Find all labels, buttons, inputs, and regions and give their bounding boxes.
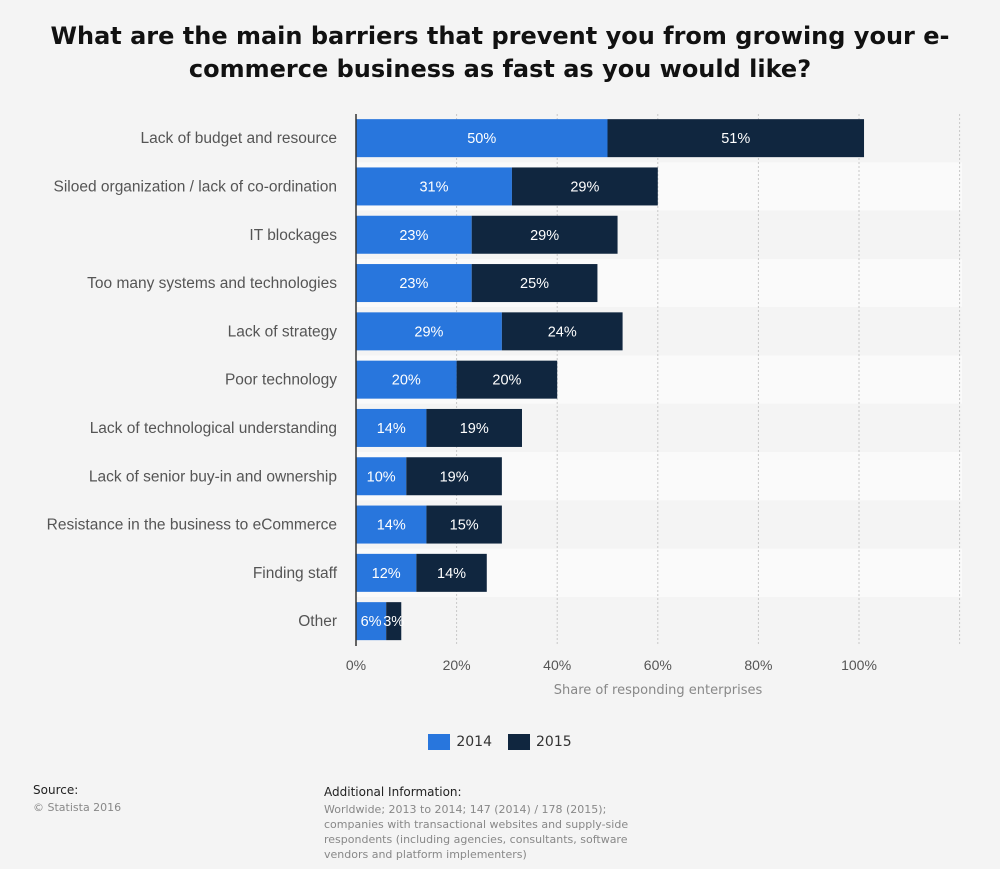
x-tick-label: 20% bbox=[443, 657, 471, 673]
category-label: Lack of budget and resource bbox=[141, 130, 337, 147]
data-label-2015: 24% bbox=[548, 324, 577, 340]
bar-2014 bbox=[356, 602, 387, 641]
x-tick-label: 80% bbox=[744, 657, 772, 673]
data-label-2014: 14% bbox=[377, 518, 406, 534]
data-label-2014: 50% bbox=[467, 131, 496, 147]
bar-2015 bbox=[501, 312, 623, 351]
legend-item-2014[interactable]: 2014 bbox=[428, 734, 492, 750]
category-label: Too many systems and technologies bbox=[87, 275, 337, 292]
data-label-2014: 29% bbox=[414, 324, 443, 340]
bar-2015 bbox=[426, 408, 522, 447]
legend-item-2015[interactable]: 2015 bbox=[508, 734, 572, 750]
data-label-2014: 12% bbox=[372, 566, 401, 582]
legend-label: 2014 bbox=[456, 734, 492, 750]
category-label: Resistance in the business to eCommerce bbox=[47, 517, 337, 534]
legend-swatch bbox=[508, 734, 530, 750]
bar-2014 bbox=[356, 119, 608, 158]
data-label-2015: 19% bbox=[460, 421, 489, 437]
x-tick-label: 0% bbox=[346, 657, 366, 673]
data-label-2015: 15% bbox=[450, 518, 479, 534]
data-label-2015: 20% bbox=[492, 373, 521, 389]
bar-2015 bbox=[471, 215, 618, 254]
category-label: Lack of technological understanding bbox=[90, 420, 337, 437]
bar-2014 bbox=[356, 553, 417, 592]
category-label: Lack of strategy bbox=[228, 323, 338, 340]
bar-2014 bbox=[356, 167, 512, 206]
bar-2014 bbox=[356, 457, 407, 496]
data-label-2014: 23% bbox=[399, 228, 428, 244]
additional-info-text: Worldwide; 2013 to 2014; 147 (2014) / 17… bbox=[324, 803, 629, 861]
bar-2014 bbox=[356, 215, 472, 254]
source-heading: Source: bbox=[33, 783, 79, 797]
row-band bbox=[356, 597, 962, 646]
x-tick-label: 60% bbox=[644, 657, 672, 673]
data-label-2015: 3% bbox=[383, 614, 404, 630]
additional-info-heading: Additional Information: bbox=[324, 785, 462, 799]
data-label-2015: 29% bbox=[570, 179, 599, 195]
x-tick-labels: 0% 20% 40% 60% 80% 100% bbox=[346, 657, 877, 673]
category-label: Lack of senior buy-in and ownership bbox=[89, 468, 337, 485]
category-label: IT blockages bbox=[249, 227, 337, 244]
legend-label: 2015 bbox=[536, 734, 572, 750]
source-text: © Statista 2016 bbox=[33, 801, 122, 814]
data-label-2015: 19% bbox=[440, 469, 469, 485]
bar-2015 bbox=[456, 360, 558, 399]
additional-info-block: Additional Information: Worldwide; 2013 … bbox=[324, 785, 644, 862]
category-label: Poor technology bbox=[225, 372, 337, 389]
bars: 50% 51% 31% 29% 23% 29% 23% 25% 29% 24% 20% 20% 14% 1… bbox=[356, 119, 865, 641]
data-label-2014: 14% bbox=[377, 421, 406, 437]
bar-2015 bbox=[416, 553, 487, 592]
bar-2014 bbox=[356, 312, 502, 351]
bar-2015 bbox=[607, 119, 865, 158]
bar-2015 bbox=[471, 264, 598, 303]
legend-swatch bbox=[428, 734, 451, 750]
data-label-2014: 31% bbox=[419, 179, 448, 195]
bar-2015 bbox=[406, 457, 502, 496]
bar-2015 bbox=[386, 602, 402, 641]
bar-2015 bbox=[426, 505, 502, 544]
category-labels: Lack of budget and resource Siloed organi… bbox=[47, 130, 338, 630]
x-tick-label: 40% bbox=[543, 657, 571, 673]
category-label: Siloed organization / lack of co-ordinat… bbox=[54, 178, 337, 195]
x-axis-title: Share of responding enterprises bbox=[554, 683, 763, 698]
data-label-2015: 51% bbox=[721, 131, 750, 147]
category-label: Other bbox=[298, 613, 337, 630]
source-block: Source: © Statista 2016 bbox=[33, 783, 121, 815]
data-label-2014: 20% bbox=[392, 373, 421, 389]
bar-2015 bbox=[511, 167, 658, 206]
data-label-2014: 10% bbox=[367, 469, 396, 485]
legend: 2014 2015 bbox=[0, 734, 1000, 750]
bar-2014 bbox=[356, 505, 427, 544]
data-label-2015: 25% bbox=[520, 276, 549, 292]
data-label-2015: 29% bbox=[530, 228, 559, 244]
bar-2014 bbox=[356, 408, 427, 447]
bar-2014 bbox=[356, 360, 457, 399]
bar-2014 bbox=[356, 264, 472, 303]
data-label-2015: 14% bbox=[437, 566, 466, 582]
chart-title: What are the main barriers that prevent … bbox=[50, 22, 950, 83]
data-label-2014: 6% bbox=[361, 614, 382, 630]
bar-chart: 50% 51% 31% 29% 23% 29% 23% 25% 29% 24% 20% 20% 14% 1… bbox=[47, 114, 962, 698]
x-tick-label: 100% bbox=[841, 657, 877, 673]
data-label-2014: 23% bbox=[399, 276, 428, 292]
category-label: Finding staff bbox=[253, 565, 338, 582]
